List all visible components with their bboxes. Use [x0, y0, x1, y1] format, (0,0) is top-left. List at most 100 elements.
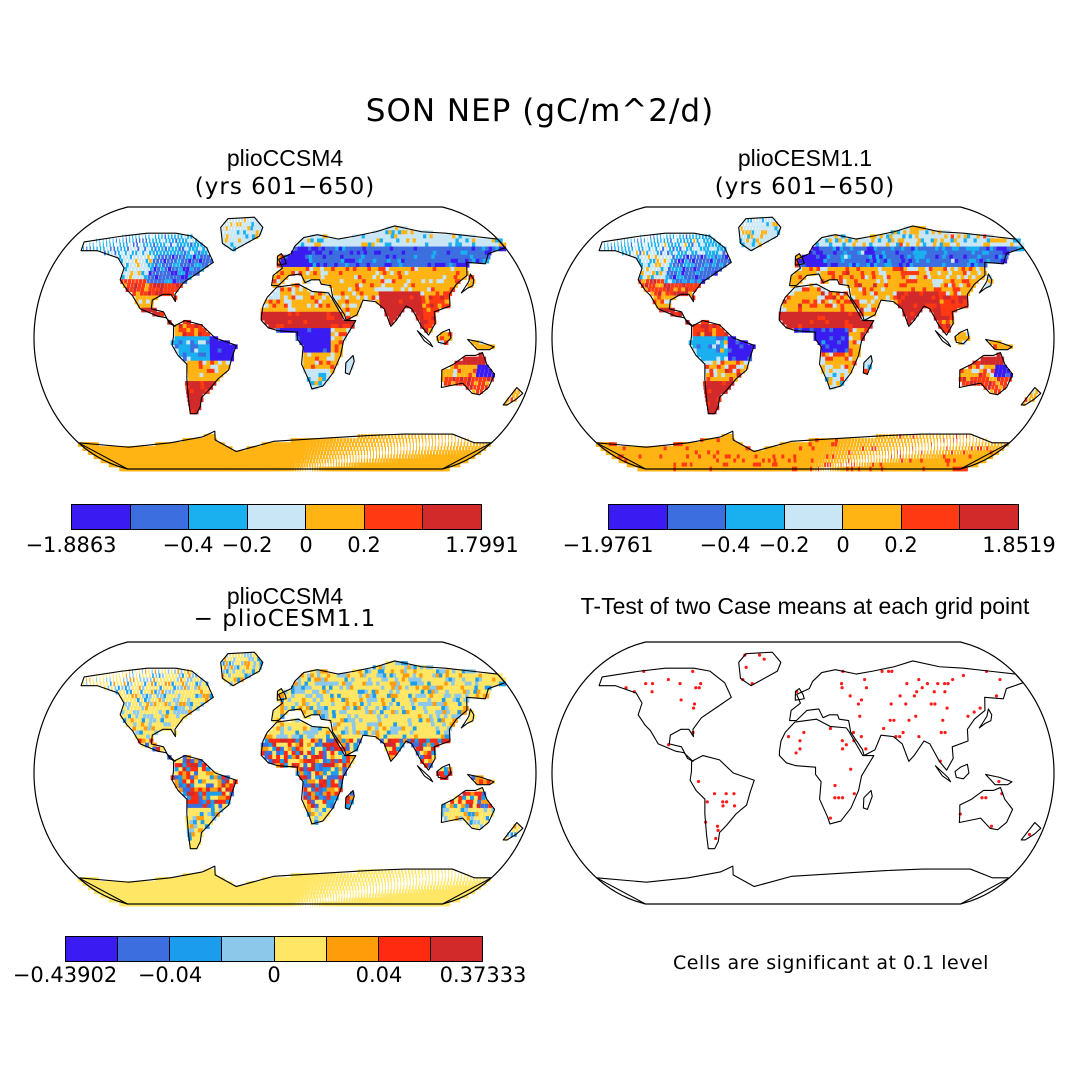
coastline-madagascar	[344, 789, 355, 810]
colorbar-tick-label: 0	[267, 963, 281, 987]
significance-note: Cells are significant at 0.1 level	[673, 952, 989, 974]
coastline-sumatra	[416, 330, 434, 348]
coastline-borneo	[954, 763, 970, 780]
colorbar-swatch	[222, 937, 275, 961]
coastline-australia	[958, 787, 1014, 831]
colorbar-tick-label: −1.9761	[562, 533, 654, 557]
coastline-eurasia	[271, 660, 506, 771]
colorbar-tick-label: −0.04	[137, 963, 203, 987]
coastline-new-guinea	[467, 773, 495, 786]
colorbar-tick-label: −1.8863	[25, 533, 117, 557]
colorbar-tick-label: −0.2	[758, 533, 810, 557]
colorbar-swatch	[609, 505, 668, 529]
coastline-south-america	[689, 754, 755, 850]
coastline-sumatra	[934, 765, 952, 783]
coastline-japan	[978, 708, 993, 729]
colorbar-swatch	[326, 937, 379, 961]
map-border	[33, 206, 537, 470]
coastline-madagascar	[862, 789, 873, 810]
colorbar-tick-label: −0.4	[162, 533, 214, 557]
coastline-north-america	[80, 232, 214, 327]
coastline-australia	[958, 352, 1014, 396]
coastline-uk	[794, 253, 805, 266]
panel-title-top-left: plioCCSM4	[226, 145, 344, 171]
colorbar-top-left	[71, 504, 482, 530]
coastline-south-america	[689, 319, 755, 415]
figure-title: SON NEP (gC/m^2/d)	[365, 93, 715, 129]
coastline-new-guinea	[985, 338, 1013, 351]
coastline-antarctica	[595, 430, 1011, 470]
map-pliocesm1	[551, 206, 1055, 472]
coastline-japan	[460, 273, 475, 294]
colorbar-swatch	[784, 505, 844, 529]
map-border	[33, 641, 537, 905]
coastline-sumatra	[934, 330, 952, 348]
coastline-antarctica	[595, 865, 1011, 905]
coastline-borneo	[436, 328, 452, 345]
coastline-south-america	[171, 754, 237, 850]
colorbar-swatch	[843, 505, 902, 529]
map-difference	[33, 641, 537, 907]
colorbar-tick-label: 1.8519	[982, 533, 1056, 557]
coastline-japan	[978, 273, 993, 294]
coastline-eurasia	[271, 225, 506, 336]
coastline-australia	[440, 352, 496, 396]
panel-title-bottom-right: T-Test of two Case means at each grid po…	[580, 593, 1030, 619]
colorbar-swatch	[170, 937, 223, 961]
map-plioccsm4	[33, 206, 537, 472]
coastline-north-america	[80, 667, 214, 762]
coastline-africa	[778, 283, 875, 390]
panel-subtitle-bottom-left: − plioCESM1.1	[193, 606, 377, 632]
data-grid	[77, 218, 521, 472]
colorbar-swatch	[423, 505, 482, 529]
panel-subtitle-top-right: (yrs 601−650)	[714, 174, 896, 200]
colorbar-tick-label: 0.2	[347, 533, 381, 557]
colorbar-tick-label: 0	[836, 533, 850, 557]
colorbar-swatch	[378, 937, 431, 961]
colorbar-swatch	[430, 937, 482, 961]
colorbar-tick-label: 0	[299, 533, 313, 557]
colorbar-tick-label: 0.04	[355, 963, 403, 987]
coastline-uk	[276, 688, 287, 701]
coastline-greenland	[220, 216, 264, 252]
coastline-africa	[260, 283, 357, 390]
coastline-borneo	[436, 763, 452, 780]
map-ttest	[551, 641, 1055, 905]
colorbar-bottom-left	[65, 936, 483, 962]
colorbar-swatch	[960, 505, 1019, 529]
colorbar-tick-label: −0.4	[699, 533, 751, 557]
coastline-madagascar	[344, 354, 355, 375]
colorbar-swatch	[189, 505, 248, 529]
coastline-north-america	[598, 667, 732, 762]
colorbar-swatch	[667, 505, 727, 529]
coastline-madagascar	[862, 354, 873, 375]
coastline-north-america	[598, 232, 732, 327]
coastline-greenland	[738, 216, 782, 252]
colorbar-top-right	[608, 504, 1019, 530]
colorbar-swatch	[72, 505, 131, 529]
panel-subtitle-top-left: (yrs 601−650)	[194, 174, 376, 200]
coastline-new-guinea	[985, 773, 1013, 786]
colorbar-swatch	[726, 505, 785, 529]
coastline-new-zealand	[1020, 821, 1042, 841]
colorbar-swatch	[901, 505, 961, 529]
coastline-greenland	[220, 651, 264, 687]
data-grid	[595, 218, 1039, 472]
panel-title-bottom-left: plioCCSM4	[226, 583, 344, 609]
colorbar-swatch	[306, 505, 365, 529]
colorbar-swatch	[247, 505, 307, 529]
coastline-eurasia	[789, 225, 1024, 336]
colorbar-tick-label: −0.2	[221, 533, 273, 557]
coastline-sumatra	[416, 765, 434, 783]
map-background	[552, 642, 1054, 904]
coastline-africa	[778, 718, 875, 825]
coastline-japan	[460, 708, 475, 729]
coastline-australia	[440, 787, 496, 831]
map-border	[551, 641, 1055, 905]
map-border	[551, 206, 1055, 470]
colorbar-tick-label: 0.2	[884, 533, 918, 557]
coastline-uk	[276, 253, 287, 266]
colorbar-swatch	[130, 505, 190, 529]
coastline-africa	[260, 718, 357, 825]
colorbar-swatch	[274, 937, 327, 961]
